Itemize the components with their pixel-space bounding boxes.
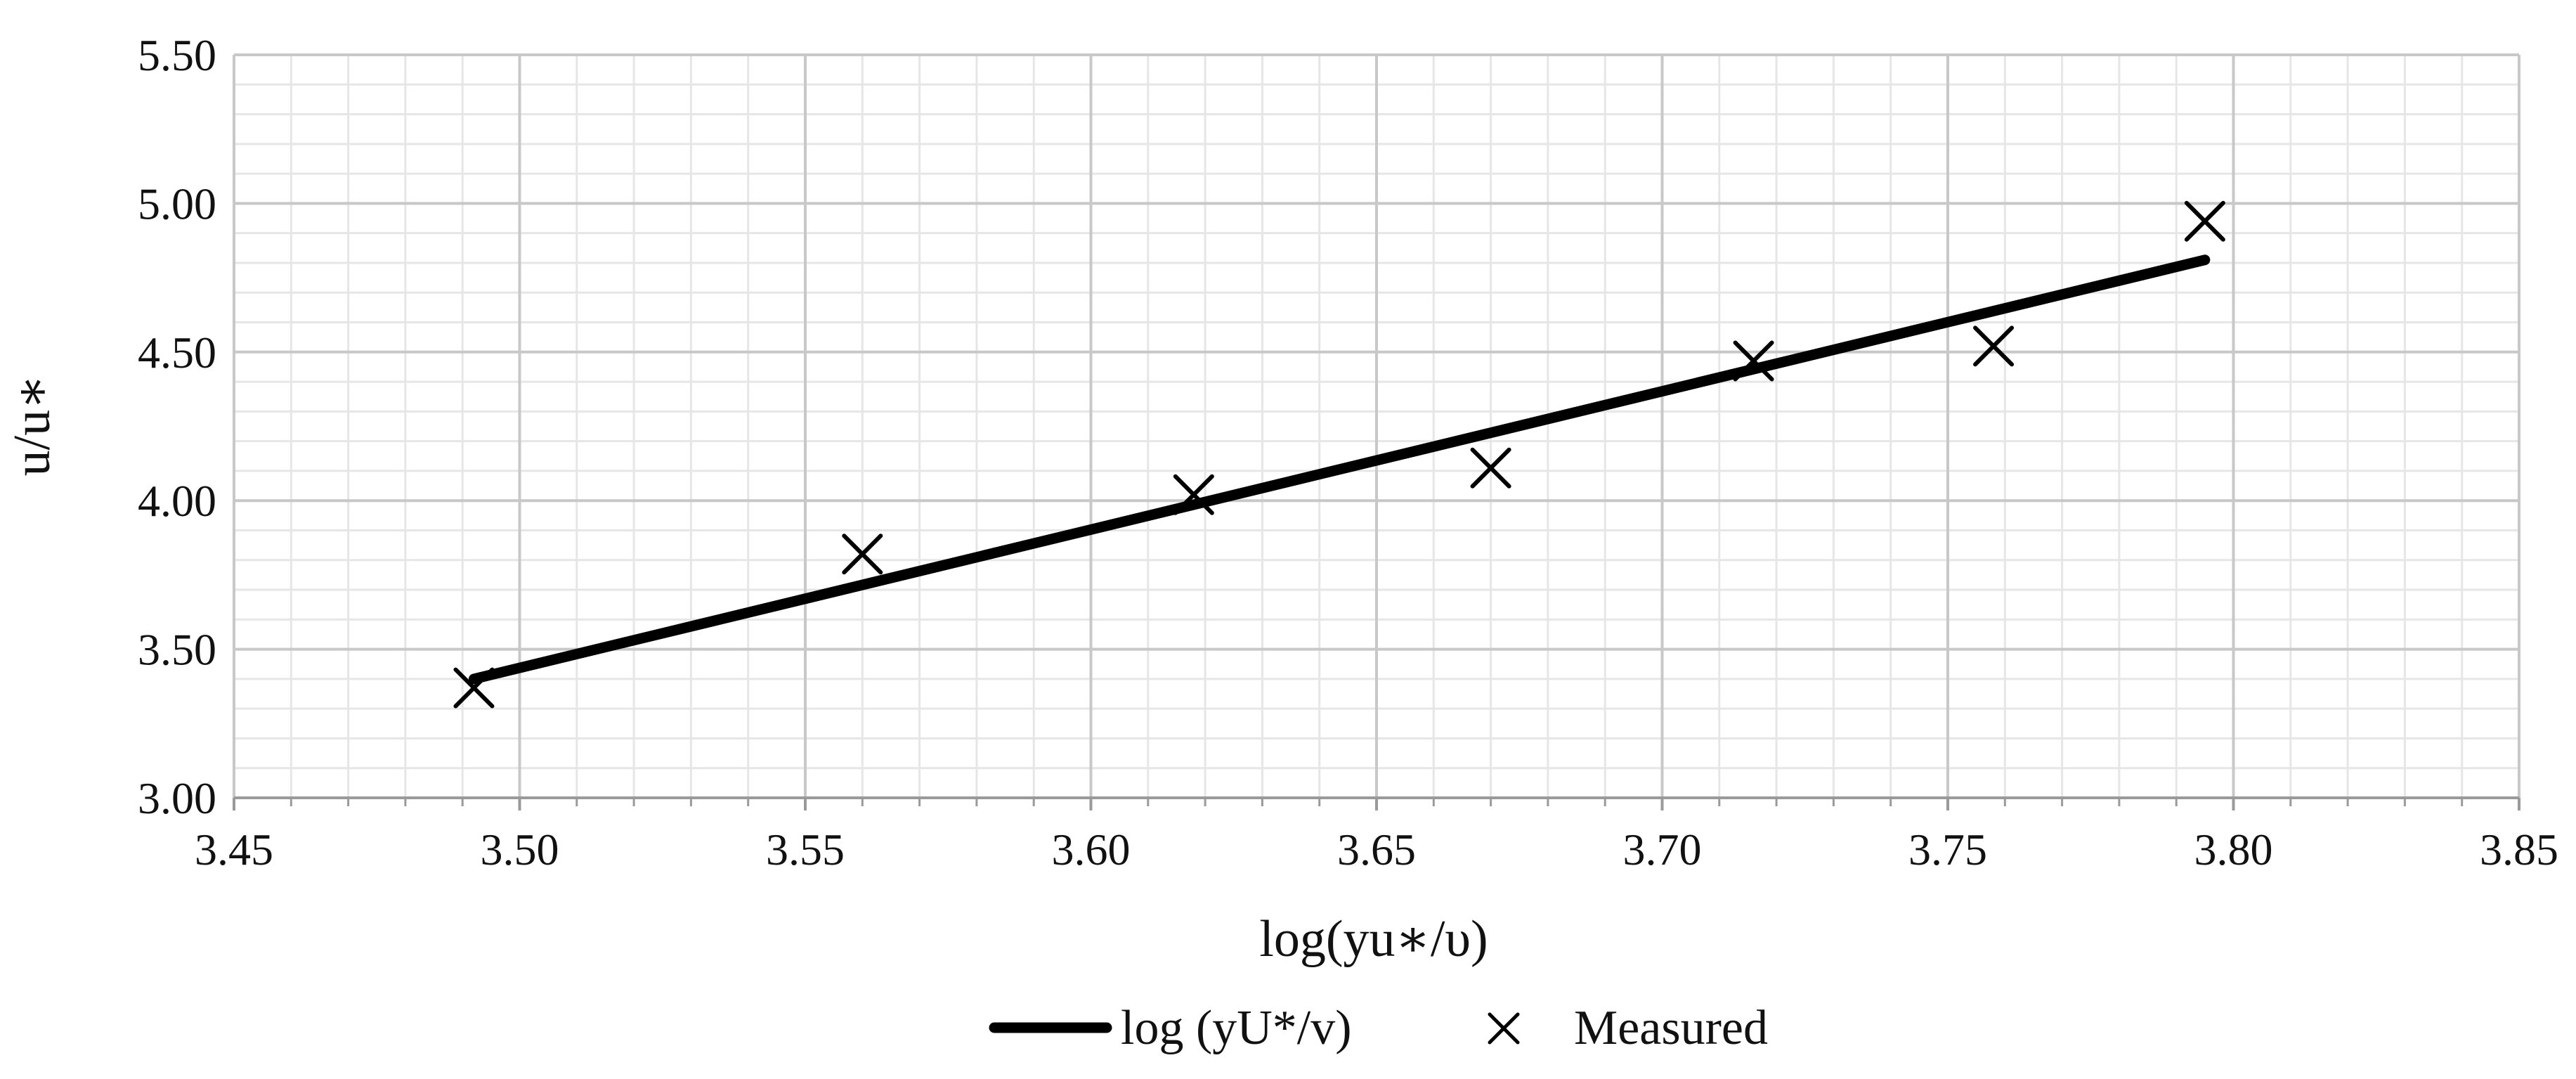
- y-axis-title: u/u∗: [4, 375, 61, 477]
- x-tick-label: 3.70: [1623, 825, 1702, 874]
- marker-stroke: [1470, 447, 1511, 489]
- x-tick-label: 3.65: [1337, 825, 1416, 874]
- marker-stroke: [453, 667, 495, 709]
- measured-point: [453, 667, 495, 709]
- y-tick-label: 3.00: [138, 773, 216, 823]
- measured-point: [1973, 325, 2015, 367]
- marker-stroke: [1973, 325, 2015, 367]
- x-tick-label: 3.85: [2480, 825, 2558, 874]
- x-tick-label: 3.45: [195, 825, 273, 874]
- x-tick-label: 3.75: [1908, 825, 1987, 874]
- y-tick-label: 5.00: [138, 179, 216, 228]
- legend-label-measured: Measured: [1574, 1001, 1768, 1055]
- fit-line: [468, 254, 2211, 685]
- x-tick-label: 3.55: [766, 825, 845, 874]
- legend-label-line: log (yU*/v): [1121, 1001, 1352, 1055]
- x-tick-label: 3.80: [2194, 825, 2273, 874]
- axis-ticks: 3.45 3.50 3.55 3.60 3.65 3.70 3.75 3.80 3.85 3.00…: [138, 30, 2558, 874]
- marker-stroke: [842, 534, 883, 575]
- x-tick-label: 3.60: [1052, 825, 1131, 874]
- y-tick-label: 3.50: [138, 625, 216, 675]
- grid: [233, 53, 2520, 799]
- y-tick-label: 4.50: [138, 328, 216, 377]
- marker-stroke: [2184, 200, 2225, 242]
- legend: log (yU*/v) Measured: [989, 1001, 1768, 1055]
- y-tick-label: 4.00: [138, 476, 216, 526]
- measured-point: [1173, 474, 1214, 515]
- measured-point: [1733, 340, 1774, 382]
- marker-stroke: [1733, 340, 1774, 382]
- measured-point: [842, 534, 883, 575]
- legend-marker-x: [1488, 1012, 1520, 1045]
- marker-stroke: [1173, 474, 1214, 515]
- measured-point: [2184, 200, 2225, 242]
- series: [453, 200, 2225, 709]
- y-tick-label: 5.50: [138, 30, 216, 80]
- x-tick-label: 3.50: [481, 825, 559, 874]
- measured-point: [1470, 447, 1511, 489]
- x-axis-title: log(yu∗/υ): [1259, 910, 1488, 968]
